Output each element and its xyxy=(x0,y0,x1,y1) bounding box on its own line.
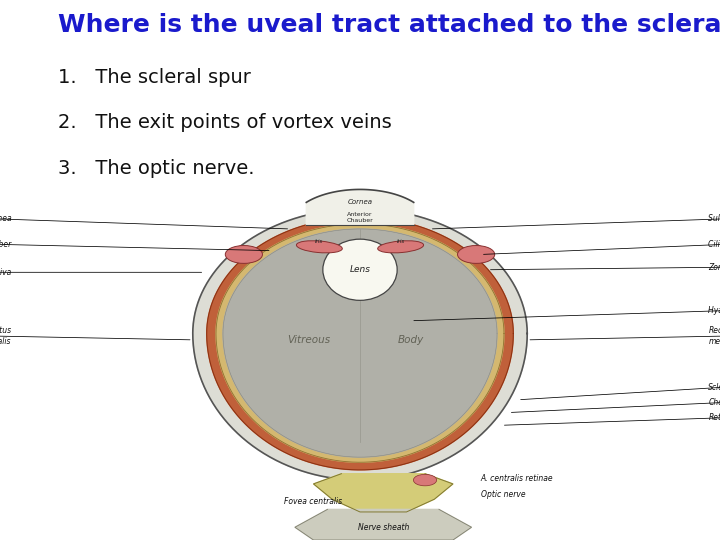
Text: Sulcus circularis cornea: Sulcus circularis cornea xyxy=(708,214,720,223)
Ellipse shape xyxy=(297,241,342,253)
Text: Iris: Iris xyxy=(315,239,323,244)
Ellipse shape xyxy=(457,246,495,264)
Text: Posterior chamber: Posterior chamber xyxy=(0,240,12,249)
Text: Where is the uveal tract attached to the sclera?: Where is the uveal tract attached to the… xyxy=(58,13,720,37)
Text: Sclera: Sclera xyxy=(708,382,720,392)
Polygon shape xyxy=(193,208,527,480)
Text: Sulcus circularis cornea: Sulcus circularis cornea xyxy=(0,214,12,223)
Text: Optic nerve: Optic nerve xyxy=(481,490,526,498)
Text: Vitreous: Vitreous xyxy=(287,335,330,345)
Text: Nerve sheath: Nerve sheath xyxy=(358,523,409,532)
Text: A. centralis retinae: A. centralis retinae xyxy=(481,474,554,483)
Text: Cornea: Cornea xyxy=(348,199,372,205)
Text: Rectus
lateralis: Rectus lateralis xyxy=(0,326,12,346)
Text: Rectus
medialis: Rectus medialis xyxy=(708,326,720,346)
Text: Body: Body xyxy=(398,335,424,345)
Text: Lens: Lens xyxy=(349,265,371,274)
Text: Zonular spaces: Zonular spaces xyxy=(708,262,720,272)
Ellipse shape xyxy=(225,246,263,264)
Text: Fovea centralis: Fovea centralis xyxy=(284,497,343,507)
Text: 2.   The exit points of vortex veins: 2. The exit points of vortex veins xyxy=(58,113,392,132)
Text: Conjunctiva: Conjunctiva xyxy=(0,268,12,277)
Text: Ciliary body: Ciliary body xyxy=(708,240,720,249)
Polygon shape xyxy=(313,474,453,512)
Text: Anterior
Chauber: Anterior Chauber xyxy=(346,212,374,223)
Text: Retina: Retina xyxy=(708,413,720,422)
Text: 3.   The optic nerve.: 3. The optic nerve. xyxy=(58,159,254,178)
Text: Iris: Iris xyxy=(397,239,405,244)
Polygon shape xyxy=(223,229,497,457)
Ellipse shape xyxy=(378,241,423,253)
Polygon shape xyxy=(207,218,513,470)
Text: Choroid: Choroid xyxy=(708,398,720,407)
Ellipse shape xyxy=(323,239,397,300)
Polygon shape xyxy=(295,509,472,540)
Text: 1.   The scleral spur: 1. The scleral spur xyxy=(58,68,251,87)
Text: Hyaloid canal: Hyaloid canal xyxy=(708,306,720,315)
Polygon shape xyxy=(306,190,414,225)
Ellipse shape xyxy=(413,474,436,486)
Polygon shape xyxy=(216,224,504,462)
